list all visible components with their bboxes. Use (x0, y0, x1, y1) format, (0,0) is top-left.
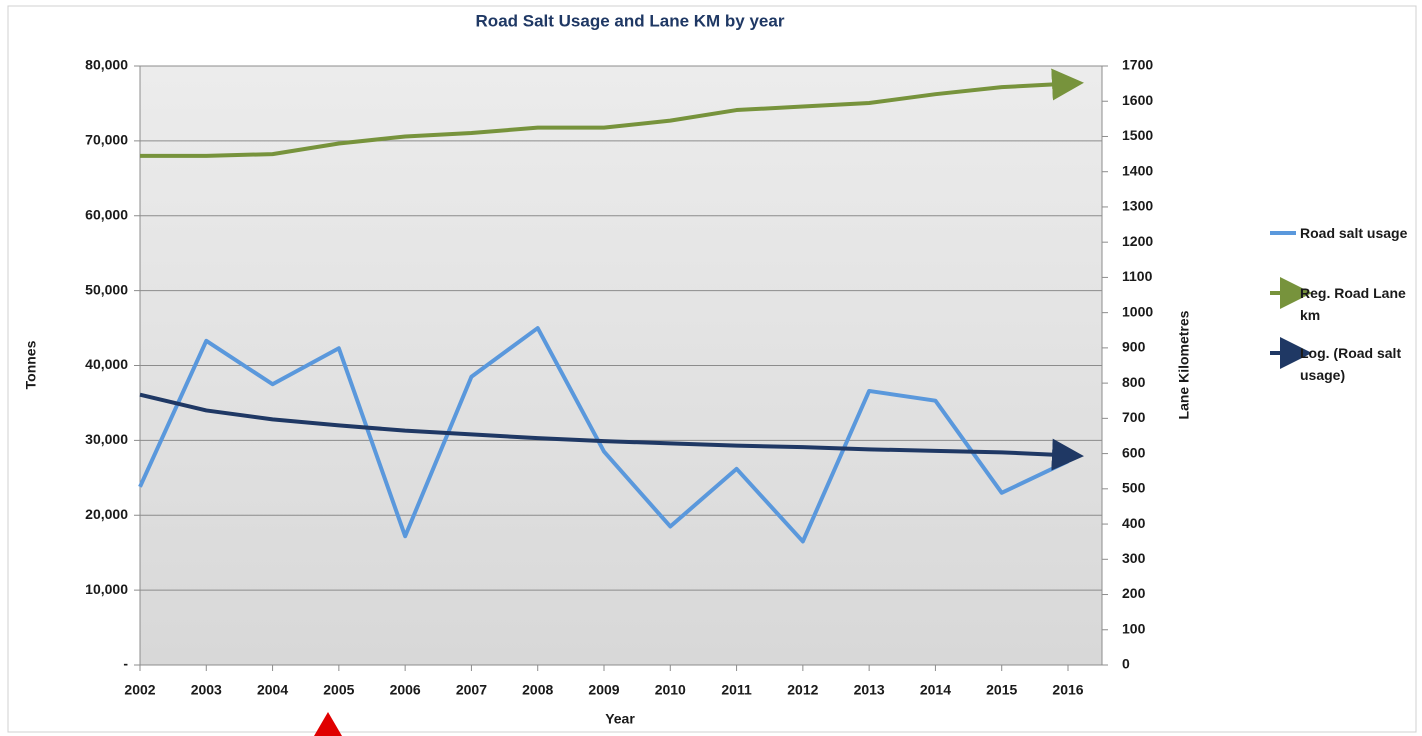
x-tick-label: 2013 (854, 682, 885, 698)
x-tick-label: 2002 (124, 682, 155, 698)
x-tick-label: 2016 (1052, 682, 1083, 698)
y-axis-title: Tonnes (23, 340, 39, 389)
y2-tick-label: 1600 (1122, 92, 1153, 108)
pointer-arrow (314, 712, 342, 736)
x-tick-label: 2011 (721, 682, 752, 698)
series-line (140, 68, 1084, 158)
y2-tick-label: 100 (1122, 620, 1146, 636)
y-tick-label: 40,000 (85, 356, 128, 372)
series-line (139, 392, 1084, 471)
y2-tick-label: 300 (1122, 550, 1146, 566)
y2-tick-label: 1000 (1122, 303, 1153, 319)
y-tick-label: 10,000 (85, 581, 128, 597)
x-tick-label: 2007 (456, 682, 487, 698)
y2-tick-label: 900 (1122, 339, 1146, 355)
y2-tick-label: 200 (1122, 585, 1146, 601)
y2-tick-label: 1500 (1122, 127, 1153, 143)
x-tick-label: 2003 (191, 682, 222, 698)
y2-tick-label: 1200 (1122, 233, 1153, 249)
y-tick-label: - (123, 656, 128, 672)
y-tick-label: 30,000 (85, 431, 128, 447)
y2-tick-label: 1400 (1122, 162, 1153, 178)
x-tick-label: 2004 (257, 682, 288, 698)
y-tick-label: 50,000 (85, 281, 128, 297)
x-tick-label: 2012 (787, 682, 818, 698)
x-tick-label: 2008 (522, 682, 553, 698)
y-tick-label: 80,000 (85, 57, 128, 73)
legend-label: Reg. Road Lane km (1300, 285, 1406, 323)
y2-tick-label: 0 (1122, 656, 1130, 672)
y-tick-label: 20,000 (85, 506, 128, 522)
y2-tick-label: 1100 (1122, 268, 1153, 284)
x-tick-label: 2010 (655, 682, 686, 698)
y-tick-label: 70,000 (85, 132, 128, 148)
x-tick-label: 2014 (920, 682, 951, 698)
y2-tick-label: 1300 (1122, 198, 1153, 214)
chart-title: Road Salt Usage and Lane KM by year (476, 11, 785, 30)
y2-tick-label: 800 (1122, 374, 1146, 390)
series-line (138, 326, 1069, 544)
y2-tick-label: 600 (1122, 444, 1146, 460)
x-tick-label: 2006 (390, 682, 421, 698)
y2-tick-label: 400 (1122, 515, 1146, 531)
y-tick-label: 60,000 (85, 206, 128, 222)
legend-label: Road salt usage (1300, 225, 1408, 241)
y2-axis-title: Lane Kilometres (1176, 310, 1192, 419)
x-tick-label: 2005 (323, 682, 354, 698)
legend-label: Log. (Road salt usage) (1300, 345, 1402, 383)
y2-tick-label: 1700 (1122, 57, 1153, 73)
x-tick-label: 2015 (986, 682, 1017, 698)
y2-tick-label: 500 (1122, 480, 1146, 496)
x-axis-title: Year (605, 711, 635, 727)
x-tick-label: 2009 (588, 682, 619, 698)
y2-tick-label: 700 (1122, 409, 1146, 425)
